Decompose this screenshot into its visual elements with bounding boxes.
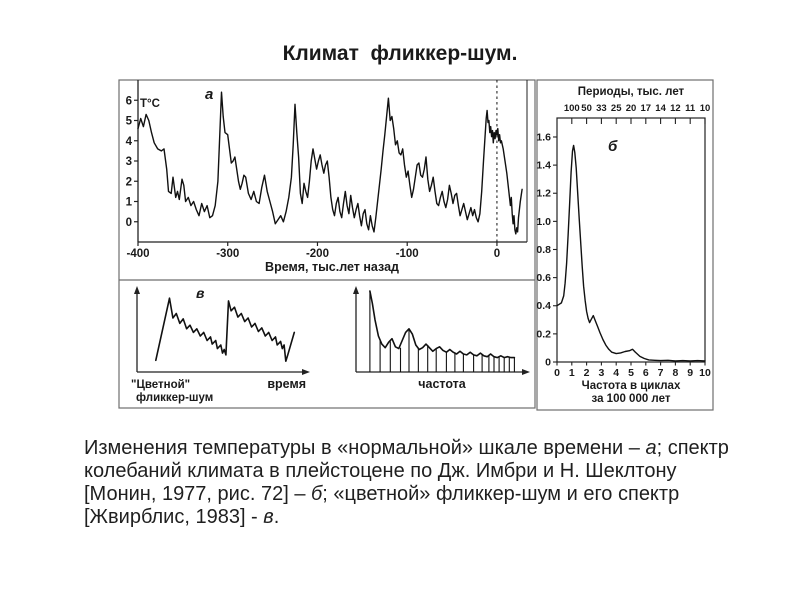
- period-tick-label: 10: [700, 103, 711, 114]
- y-tick-label: 0.8: [536, 244, 551, 256]
- y-tick-label: 0.6: [536, 272, 551, 284]
- caption-text: [Монин, 1977, рис. 72] –: [84, 483, 311, 505]
- x-tick-label: 9: [687, 367, 693, 379]
- y-tick-label: 0: [126, 217, 132, 229]
- axis-arrowhead: [134, 286, 140, 294]
- chart-b-panel-label: б: [608, 138, 618, 155]
- x-tick-label: -400: [126, 248, 149, 260]
- chart-v-corner-label-1: "Цветной": [131, 379, 190, 391]
- period-tick-label: 25: [611, 103, 622, 114]
- chart-a-xlabel: Время, тыс.лет назад: [265, 260, 399, 274]
- x-tick-label: -100: [396, 248, 419, 260]
- chart-a-ylabel: T°C: [140, 98, 160, 110]
- y-tick-label: 1.4: [536, 160, 551, 172]
- x-tick-label: 4: [613, 367, 619, 379]
- y-tick-label: 4: [126, 136, 133, 148]
- x-tick-label: 1: [569, 367, 575, 379]
- chart-v-flicker-noise: в "Цветной" фликкер-шум время: [131, 285, 310, 404]
- caption-line: [Жвирблис, 1983] - в.: [84, 506, 756, 529]
- x-tick-label: 0: [494, 248, 500, 260]
- period-tick-label: 20: [626, 103, 637, 114]
- axis-arrowhead: [522, 369, 530, 375]
- spectrum-envelope-curve: [369, 290, 516, 359]
- chart-b-xlabel-line2: за 100 000 лет: [592, 393, 671, 405]
- flicker-noise-curve: [154, 297, 296, 363]
- y-tick-label: 3: [126, 156, 132, 168]
- chart-b-top-axis-label: Периоды, тыс. лет: [578, 86, 685, 98]
- axis-arrowhead: [302, 369, 310, 375]
- chart-a-panel-label: а: [205, 86, 213, 103]
- chart-flicker-spectrum: частота: [353, 286, 530, 391]
- period-tick-label: 100: [564, 103, 580, 114]
- caption-text: ; «цветной» фликкер-шум и его спектр: [322, 483, 680, 505]
- caption-panel-letter: а: [645, 437, 657, 459]
- chart-a-temperature: T°C а Время, тыс.лет назад 0 1 2 3 4 5 6 -400 -3…: [126, 80, 528, 274]
- right-panel-border: [536, 79, 714, 411]
- figure-caption: Изменения температуры в «нормальной» шка…: [84, 437, 756, 529]
- y-tick-label: 1.0: [536, 216, 551, 228]
- caption-line: колебаний климата в плейстоцене по Дж. И…: [84, 460, 756, 483]
- x-tick-label: 8: [672, 367, 678, 379]
- chart-v-panel-label: в: [196, 285, 205, 301]
- period-tick-label: 17: [641, 103, 652, 114]
- chart-b-spectrum: Периоды, тыс. лет б Частота в циклах за …: [536, 86, 711, 405]
- spectrum-curve: [556, 144, 706, 362]
- caption-text: .: [273, 506, 280, 528]
- period-tick-label: 12: [670, 103, 681, 114]
- x-tick-label: 5: [628, 367, 634, 379]
- chart-v-corner-label-2: фликкер-шум: [136, 392, 213, 404]
- caption-panel-letter: в: [263, 506, 274, 528]
- x-tick-label: 2: [584, 367, 590, 379]
- y-tick-label: 5: [126, 116, 133, 128]
- caption-line: [Монин, 1977, рис. 72] – б; «цветной» фл…: [84, 483, 756, 506]
- x-tick-label: 0: [554, 367, 560, 379]
- caption-text: [Жвирблис, 1983] -: [84, 506, 264, 528]
- y-tick-label: 0: [545, 357, 551, 369]
- caption-text: колебаний климата в плейстоцене по Дж. И…: [84, 460, 677, 482]
- x-tick-label: -300: [216, 248, 239, 260]
- y-tick-label: 1.2: [536, 188, 551, 200]
- chart-flicker-spectrum-xlabel: частота: [418, 377, 467, 391]
- period-tick-label: 11: [685, 103, 696, 114]
- chart-v-xlabel: время: [267, 377, 306, 391]
- y-tick-label: 2: [126, 176, 132, 188]
- y-tick-label: 0.4: [536, 300, 551, 312]
- x-tick-label: 7: [658, 367, 664, 379]
- y-tick-label: 1.6: [536, 131, 551, 143]
- left-panel-border: [118, 79, 536, 409]
- plot-border: [556, 117, 706, 363]
- y-tick-label: 0.2: [536, 328, 551, 340]
- x-tick-label: 6: [643, 367, 649, 379]
- period-tick-label: 33: [596, 103, 607, 114]
- period-tick-label: 50: [581, 103, 592, 114]
- chart-b-xlabel-line1: Частота в циклах: [582, 380, 681, 392]
- axis-arrowhead: [353, 286, 359, 294]
- x-tick-label: 3: [598, 367, 604, 379]
- temperature-curve: [137, 91, 523, 235]
- period-tick-label: 14: [655, 103, 666, 114]
- caption-line: Изменения температуры в «нормальной» шка…: [84, 437, 756, 460]
- caption-text: ; спектр: [656, 437, 729, 459]
- caption-text: Изменения температуры в «нормальной» шка…: [84, 437, 646, 459]
- caption-panel-letter: б: [311, 483, 323, 505]
- y-tick-label: 1: [126, 197, 133, 209]
- y-tick-label: 6: [126, 95, 132, 107]
- slide-title: Климат фликкер-шум.: [282, 42, 518, 65]
- x-tick-label: -200: [306, 248, 329, 260]
- x-tick-label: 10: [699, 367, 711, 379]
